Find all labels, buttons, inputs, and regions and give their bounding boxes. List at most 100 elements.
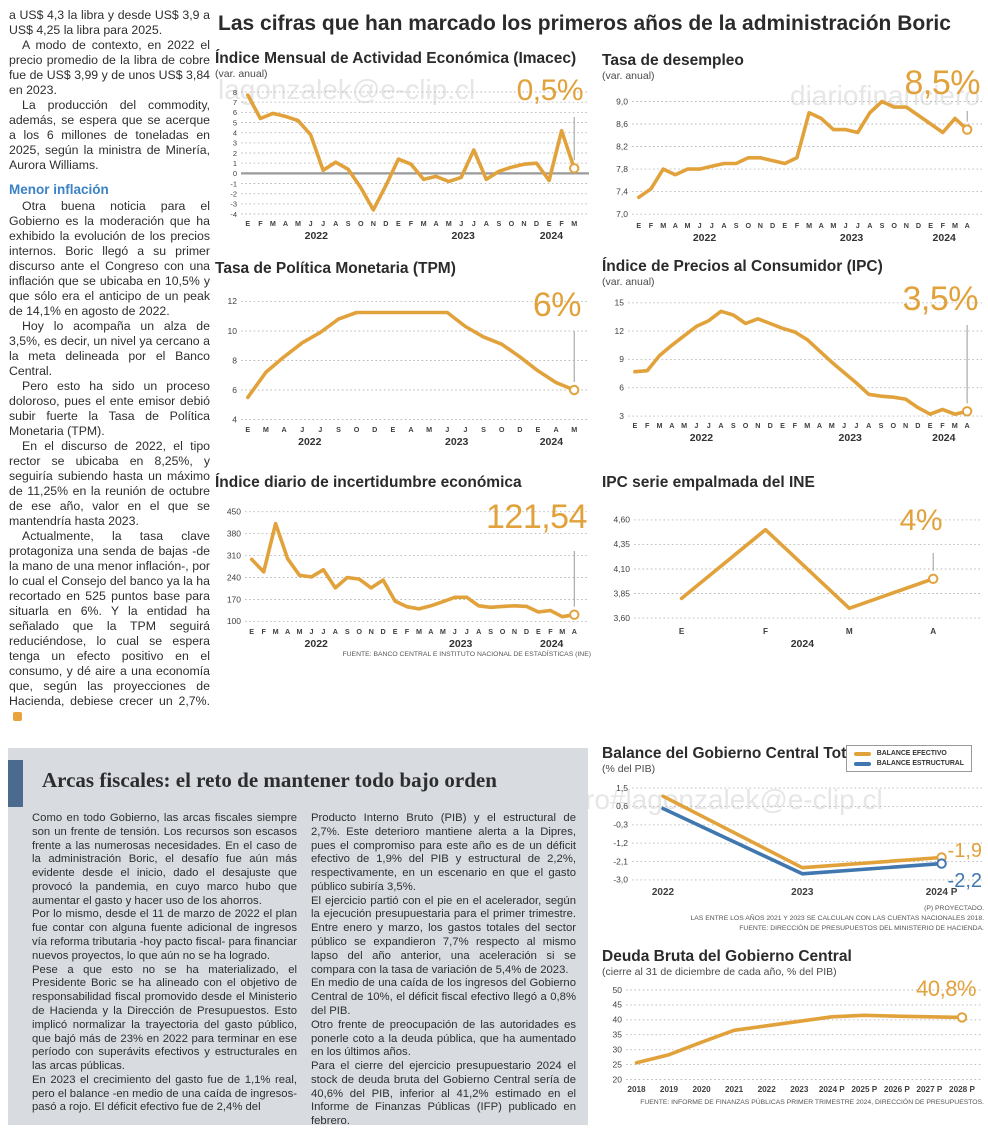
svg-text:2023: 2023 bbox=[839, 432, 863, 443]
svg-text:A: A bbox=[721, 221, 726, 230]
article-inflation-paragraphs: Otra buena noticia para el Gobierno es l… bbox=[9, 199, 210, 724]
paragraph: A modo de contexto, en 2022 el precio pr… bbox=[9, 38, 210, 97]
svg-text:6: 6 bbox=[619, 382, 624, 392]
chart-source: FUENTE: INFORME DE FINANZAS PÚBLICAS PRI… bbox=[640, 1098, 984, 1106]
svg-text:S: S bbox=[345, 627, 350, 636]
svg-text:A: A bbox=[333, 627, 338, 636]
fiscal-column-2: Producto Interno Bruto (PIB) y el estruc… bbox=[311, 812, 576, 1125]
svg-text:E: E bbox=[245, 219, 250, 228]
svg-text:4,10: 4,10 bbox=[613, 564, 630, 574]
svg-text:D: D bbox=[517, 425, 522, 434]
svg-text:F: F bbox=[258, 219, 263, 228]
paragraph: Producto Interno Bruto (PIB) y el estruc… bbox=[311, 812, 576, 893]
svg-text:3: 3 bbox=[619, 410, 624, 420]
svg-text:2024: 2024 bbox=[540, 638, 564, 649]
svg-text:-1: -1 bbox=[230, 179, 237, 188]
estructural-swatch-icon bbox=[853, 761, 871, 766]
svg-text:4: 4 bbox=[233, 128, 237, 137]
svg-text:4,60: 4,60 bbox=[613, 515, 630, 525]
svg-text:S: S bbox=[880, 221, 885, 230]
svg-text:2027 P: 2027 P bbox=[916, 1085, 942, 1094]
paragraph: a US$ 4,3 la libra y desde US$ 3,9 a US$… bbox=[9, 8, 210, 37]
chart-deuda-bruta: Deuda Bruta del Gobierno Central (cierre… bbox=[602, 948, 984, 1106]
svg-text:2022: 2022 bbox=[693, 232, 717, 243]
chart-subtitle: (% del PIB) bbox=[602, 763, 656, 776]
svg-text:12: 12 bbox=[228, 296, 238, 306]
svg-text:N: N bbox=[904, 221, 909, 230]
svg-text:M: M bbox=[421, 219, 427, 228]
latest-value-label: 40,8% bbox=[916, 976, 976, 1001]
svg-text:2022: 2022 bbox=[305, 230, 329, 241]
svg-text:2020: 2020 bbox=[692, 1085, 711, 1094]
svg-text:10: 10 bbox=[228, 326, 238, 336]
svg-text:O: O bbox=[891, 221, 897, 230]
svg-text:A: A bbox=[283, 219, 288, 228]
svg-text:M: M bbox=[829, 421, 835, 430]
svg-text:J: J bbox=[710, 221, 714, 230]
paragraph: Pese a que esto no se ha materializado, … bbox=[32, 963, 297, 1073]
svg-text:2022: 2022 bbox=[652, 887, 675, 898]
svg-text:F: F bbox=[649, 221, 654, 230]
paragraph: (P) PROYECTADO. bbox=[924, 904, 984, 912]
paragraph: Otra buena noticia para el Gobierno es l… bbox=[9, 199, 210, 318]
latest-value-label: 8,5% bbox=[904, 64, 981, 102]
svg-text:S: S bbox=[731, 421, 736, 430]
svg-text:A: A bbox=[673, 221, 678, 230]
svg-text:D: D bbox=[383, 219, 388, 228]
svg-text:F: F bbox=[559, 219, 564, 228]
svg-text:O: O bbox=[499, 425, 505, 434]
efectivo-end-label: -1,9 bbox=[947, 840, 982, 862]
svg-text:M: M bbox=[440, 627, 446, 636]
legend-item-efectivo: BALANCE EFECTIVO bbox=[853, 750, 964, 757]
svg-text:1: 1 bbox=[233, 159, 237, 168]
paragraph: La producción del commodity, además, se … bbox=[9, 98, 210, 172]
svg-text:2: 2 bbox=[233, 148, 237, 157]
svg-text:J: J bbox=[856, 221, 860, 230]
latest-value-label: 6% bbox=[532, 286, 582, 324]
svg-text:4: 4 bbox=[232, 414, 237, 424]
svg-text:450: 450 bbox=[227, 507, 241, 517]
svg-text:M: M bbox=[846, 627, 853, 636]
svg-text:A: A bbox=[433, 219, 438, 228]
chart-subtitle: (var. anual) bbox=[602, 70, 655, 83]
svg-text:9,0: 9,0 bbox=[616, 96, 628, 106]
svg-text:A: A bbox=[965, 221, 970, 230]
svg-text:240: 240 bbox=[227, 572, 241, 582]
chart-imacec: Índice Mensual de Actividad Económica (I… bbox=[215, 50, 591, 241]
svg-text:D: D bbox=[768, 421, 773, 430]
svg-text:M: M bbox=[426, 425, 432, 434]
svg-text:170: 170 bbox=[227, 594, 241, 604]
svg-text:N: N bbox=[371, 219, 376, 228]
svg-text:O: O bbox=[743, 421, 749, 430]
fiscal-section: Arcas fiscales: el reto de mantener todo… bbox=[8, 748, 588, 1125]
svg-text:2023: 2023 bbox=[445, 436, 469, 447]
svg-text:M: M bbox=[952, 221, 958, 230]
svg-text:2023: 2023 bbox=[840, 232, 864, 243]
svg-text:6: 6 bbox=[232, 385, 237, 395]
svg-text:-2,1: -2,1 bbox=[613, 856, 628, 866]
svg-text:2024: 2024 bbox=[791, 638, 815, 649]
svg-text:J: J bbox=[694, 421, 698, 430]
legend-label: BALANCE ESTRUCTURAL bbox=[876, 760, 964, 767]
svg-text:O: O bbox=[356, 627, 362, 636]
svg-text:7,0: 7,0 bbox=[616, 209, 628, 219]
paragraph: El ejercicio partió con el pie en el ace… bbox=[311, 894, 576, 976]
paragraph: FUENTE: DIRECCIÓN DE PRESUPUESTOS DEL MI… bbox=[739, 924, 984, 932]
svg-text:E: E bbox=[536, 425, 541, 434]
article-end-icon bbox=[13, 712, 22, 721]
svg-text:M: M bbox=[804, 421, 810, 430]
page-title: Las cifras que han marcado los primeros … bbox=[218, 12, 951, 35]
chart-subtitle: (cierre al 31 de diciembre de cada año, … bbox=[602, 966, 837, 979]
svg-text:J: J bbox=[318, 425, 322, 434]
svg-text:S: S bbox=[346, 219, 351, 228]
paragraph: En el discurso de 2022, el tipo rector s… bbox=[9, 439, 210, 528]
svg-text:N: N bbox=[369, 627, 374, 636]
line-plot: 4,60 4,35 4,10 3,85 3,60 E F M A 2024 bbox=[613, 515, 982, 649]
article-subhead: Menor inflación bbox=[9, 182, 109, 197]
svg-text:E: E bbox=[536, 627, 541, 636]
svg-text:A: A bbox=[866, 421, 871, 430]
svg-text:S: S bbox=[497, 219, 502, 228]
svg-text:40: 40 bbox=[613, 1014, 623, 1024]
svg-text:F: F bbox=[763, 627, 768, 636]
